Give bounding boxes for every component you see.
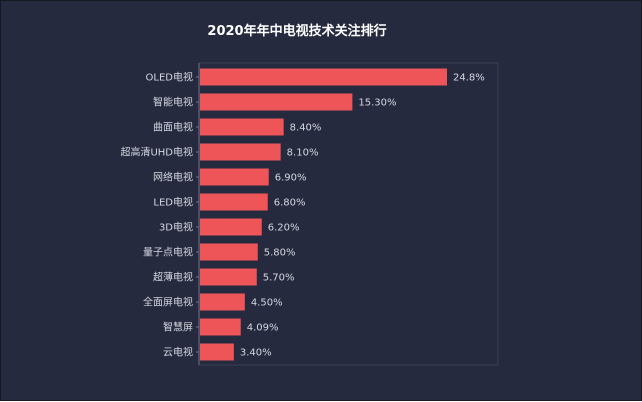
bar [200, 318, 241, 336]
category-label: 智慧屏 [163, 321, 193, 334]
value-label: 24.8% [453, 73, 485, 84]
bar [200, 268, 257, 286]
bar [200, 193, 268, 211]
value-label: 15.30% [358, 98, 396, 109]
category-label: 超薄电视 [153, 271, 193, 284]
bar [200, 218, 262, 236]
category-label: 智能电视 [153, 96, 193, 109]
bar [200, 293, 245, 311]
bar [200, 143, 281, 161]
category-label: 超高清UHD电视 [120, 146, 193, 159]
chart-title: 2020年年中电视技术关注排行 [207, 23, 386, 39]
value-label: 5.80% [264, 248, 296, 259]
bar [200, 243, 258, 261]
category-label: 全面屏电视 [143, 296, 193, 309]
category-label: 3D电视 [159, 221, 193, 234]
bar [200, 93, 353, 111]
value-label: 8.40% [290, 123, 322, 134]
bar [200, 118, 284, 136]
value-label: 4.50% [251, 298, 283, 309]
category-label: 云电视 [163, 346, 193, 359]
value-label: 4.09% [247, 323, 279, 334]
value-label: 6.80% [274, 198, 306, 209]
bars-layer: OLED电视 24.8% 智能电视 15.30% 曲面电视 8.40% 超高清UHD电视 8.… [120, 68, 485, 361]
category-label: 网络电视 [153, 171, 193, 184]
category-label: OLED电视 [146, 71, 193, 84]
value-label: 8.10% [287, 148, 319, 159]
value-label: 3.40% [240, 348, 272, 359]
bar [200, 343, 234, 361]
category-label: LED电视 [153, 196, 193, 209]
category-label: 量子点电视 [143, 246, 193, 259]
value-label: 5.70% [263, 273, 295, 284]
bar [200, 68, 447, 86]
value-label: 6.20% [268, 223, 300, 234]
value-label: 6.90% [275, 173, 307, 184]
category-label: 曲面电视 [153, 121, 193, 134]
bar [200, 168, 269, 186]
